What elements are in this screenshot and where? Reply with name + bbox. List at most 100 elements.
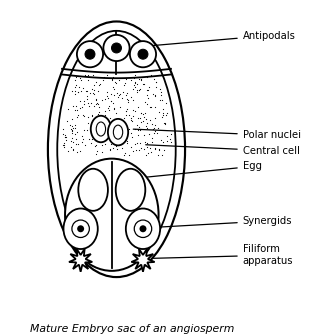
Point: [107, 107, 112, 113]
Point: [61, 142, 67, 147]
Point: [165, 111, 170, 116]
Point: [116, 77, 121, 83]
Point: [82, 143, 87, 148]
Point: [116, 94, 121, 100]
Point: [70, 147, 76, 152]
Point: [104, 89, 110, 94]
Point: [87, 90, 92, 96]
Point: [153, 104, 158, 109]
Point: [81, 112, 86, 118]
Point: [134, 122, 139, 128]
Point: [85, 72, 91, 78]
Point: [149, 72, 154, 77]
Point: [158, 87, 163, 92]
Point: [77, 106, 82, 111]
Point: [145, 88, 150, 93]
Point: [144, 116, 149, 121]
Point: [132, 81, 137, 86]
Point: [95, 88, 100, 93]
Point: [137, 140, 143, 145]
Point: [134, 140, 140, 146]
Point: [64, 137, 69, 142]
Point: [65, 148, 70, 153]
Point: [127, 152, 132, 158]
Point: [110, 123, 116, 129]
Point: [79, 134, 84, 139]
Point: [102, 128, 108, 134]
Point: [128, 118, 134, 123]
Point: [61, 127, 66, 132]
Point: [131, 86, 136, 91]
Point: [122, 83, 127, 88]
Point: [150, 91, 156, 96]
Point: [128, 94, 134, 99]
Point: [116, 119, 121, 124]
Point: [60, 142, 65, 147]
Point: [116, 92, 122, 97]
Point: [65, 119, 70, 124]
Point: [73, 136, 79, 141]
Point: [158, 137, 164, 142]
Point: [144, 92, 149, 97]
Point: [72, 131, 77, 136]
Point: [62, 134, 68, 139]
Point: [70, 136, 75, 141]
Point: [113, 127, 119, 132]
Point: [138, 145, 143, 151]
Point: [99, 138, 104, 144]
Point: [164, 138, 170, 143]
Point: [61, 141, 67, 146]
Point: [94, 114, 99, 120]
Point: [148, 145, 153, 150]
Text: Antipodals: Antipodals: [146, 30, 296, 46]
Point: [113, 110, 119, 115]
Point: [105, 95, 110, 100]
Point: [164, 100, 169, 106]
Point: [91, 83, 97, 88]
Point: [93, 122, 99, 127]
Point: [117, 129, 122, 134]
Point: [80, 140, 85, 145]
Point: [109, 142, 114, 147]
Point: [70, 146, 76, 152]
Point: [90, 86, 95, 92]
Point: [136, 88, 141, 93]
Ellipse shape: [96, 122, 106, 136]
Point: [123, 113, 129, 118]
Point: [144, 125, 150, 131]
Point: [140, 81, 146, 86]
Point: [67, 122, 73, 128]
Point: [122, 124, 128, 129]
Point: [92, 87, 97, 92]
Point: [79, 104, 84, 110]
Point: [147, 118, 152, 123]
Point: [144, 101, 149, 107]
Point: [76, 89, 81, 94]
Point: [111, 134, 116, 139]
Point: [159, 153, 164, 158]
Point: [83, 73, 88, 78]
Point: [66, 106, 71, 112]
Point: [133, 142, 138, 147]
Point: [140, 119, 146, 124]
Circle shape: [72, 220, 89, 238]
Ellipse shape: [126, 208, 160, 249]
Point: [63, 134, 69, 139]
Point: [144, 74, 150, 80]
Point: [160, 110, 166, 116]
Point: [107, 146, 112, 151]
Point: [85, 94, 90, 99]
Point: [144, 144, 150, 149]
Point: [124, 108, 129, 114]
Point: [90, 73, 95, 78]
Point: [125, 96, 130, 102]
Point: [128, 144, 133, 150]
Point: [136, 88, 141, 93]
Point: [158, 89, 163, 94]
Point: [92, 120, 98, 126]
Point: [109, 78, 114, 83]
Point: [120, 145, 125, 151]
Point: [91, 91, 96, 97]
Point: [73, 85, 78, 90]
Point: [162, 121, 168, 127]
